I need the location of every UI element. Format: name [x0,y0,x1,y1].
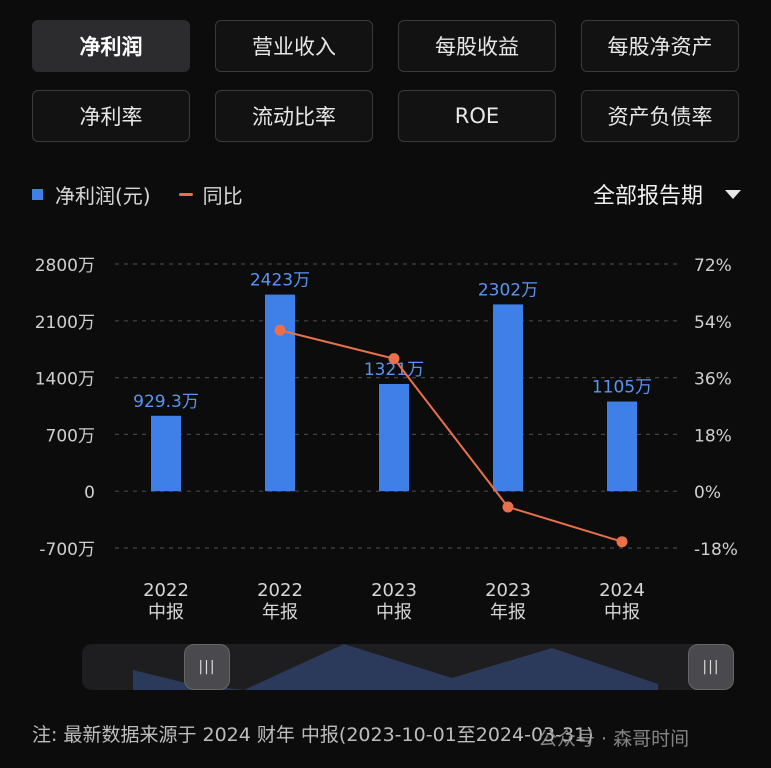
bar [607,401,637,492]
chart-legend: 净利润(元) 同比 [32,180,243,209]
x-tick-label-period: 中报 [376,602,412,623]
yoy-point [274,324,286,336]
y-right-tick-label: 18% [694,426,732,446]
yoy-point [388,353,400,365]
x-tick-label-period: 中报 [604,602,640,623]
bar-data-label: 2423万 [250,271,310,291]
y-left-tick-label: 700万 [46,426,95,446]
caret-down-icon [725,189,741,199]
slider-left-handle[interactable]: ||| [184,644,230,690]
y-left-tick-label: 2800万 [35,256,95,276]
slider-preview-area [133,644,658,690]
data-source-note: 注: 最新数据来源于 2024 财年 中报(2023-10-01至2024-03… [32,724,594,746]
x-tick-label-period: 年报 [262,602,298,623]
x-tick-label-period: 中报 [148,602,184,623]
tab-current-ratio[interactable]: 流动比率 [215,90,373,142]
tab-bvps[interactable]: 每股净资产 [581,20,739,72]
yoy-point [502,501,514,513]
line-legend-label: 同比 [202,184,243,208]
y-right-tick-label: 54% [694,313,732,333]
y-right-tick-label: 0% [694,483,721,503]
y-left-tick-label: 2100万 [35,313,95,333]
bar-data-label: 929.3万 [133,392,199,412]
watermark: 公众号 · 森哥时间 [538,728,690,750]
bar-legend-label: 净利润(元) [55,184,151,208]
bar [265,294,295,492]
net-profit-chart: 2800万 2100万 1400万 700万 0 -700万 72% 54% 36% 18% 0% -… [35,256,738,623]
tab-debt-ratio[interactable]: 资产负债率 [581,90,739,142]
tab-net-margin[interactable]: 净利率 [32,90,190,142]
tab-eps[interactable]: 每股收益 [398,20,556,72]
period-selector[interactable]: 全部报告期 [593,178,741,210]
x-tick-label-year: 2024 [599,580,645,601]
x-tick-label-year: 2022 [143,580,189,601]
tab-net-profit[interactable]: 净利润 [32,20,190,72]
x-tick-label-period: 年报 [490,602,526,623]
y-left-tick-label: -700万 [39,540,95,560]
bar [493,304,523,492]
slider-right-handle[interactable]: ||| [688,644,734,690]
y-left-tick-label: 1400万 [35,370,95,390]
x-tick-label-year: 2022 [257,580,303,601]
bar-data-label: 1105万 [592,378,652,398]
period-selector-label: 全部报告期 [592,184,703,209]
bar [151,415,181,492]
bar [379,384,409,492]
bar-data-label: 2302万 [478,280,538,300]
x-tick-label-year: 2023 [371,580,417,601]
tab-revenue[interactable]: 营业收入 [215,20,373,72]
yoy-line [279,329,623,543]
bar-data-label: 1321万 [364,360,424,380]
range-slider[interactable]: ||| ||| [82,644,734,690]
y-right-tick-label: 36% [694,370,732,390]
bar-legend-swatch [32,189,43,200]
yoy-point [616,536,628,548]
x-tick-label-year: 2023 [485,580,531,601]
y-right-tick-label: -18% [694,540,738,560]
line-legend-swatch [178,193,193,196]
tab-roe[interactable]: ROE [398,90,556,142]
y-right-tick-label: 72% [694,256,732,276]
y-left-tick-label: 0 [84,483,95,503]
